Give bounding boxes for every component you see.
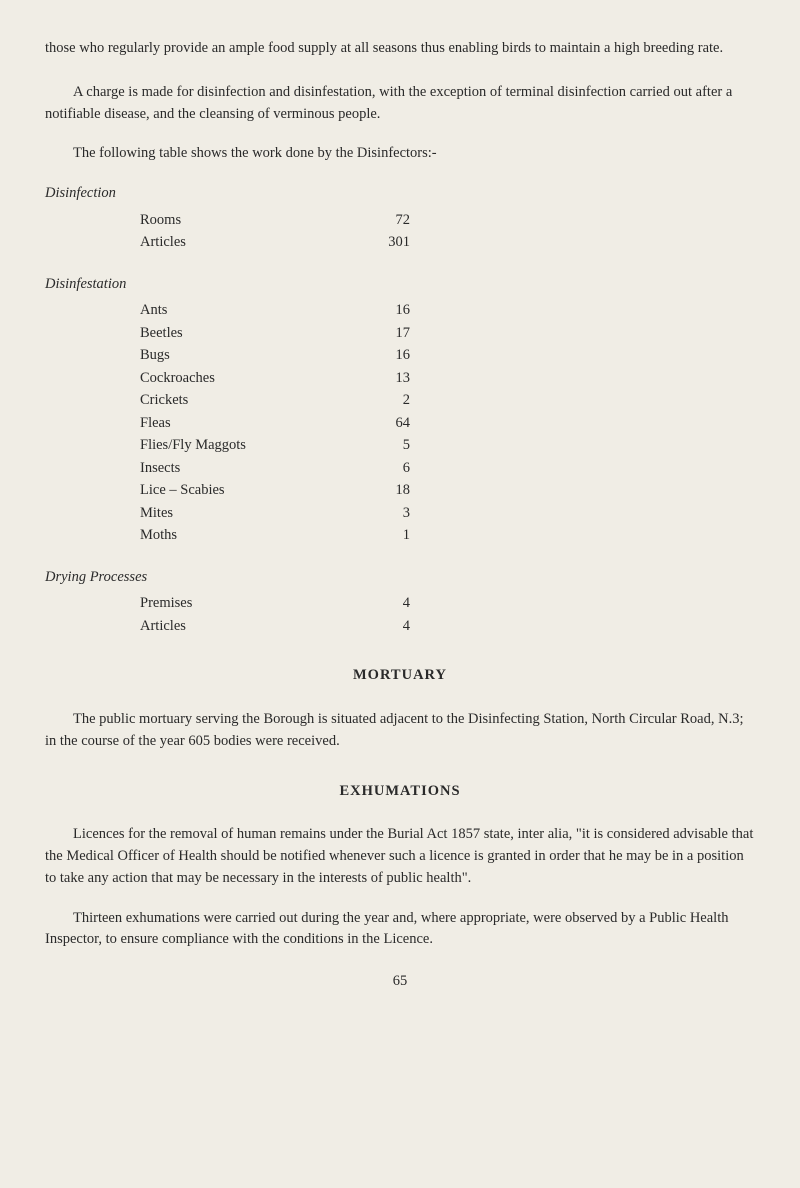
table-row: Articles 301: [45, 231, 755, 253]
row-label: Insects: [45, 457, 350, 479]
row-label: Articles: [45, 231, 350, 253]
row-value: 64: [350, 412, 410, 434]
row-label: Rooms: [45, 209, 350, 231]
table-row: Rooms 72: [45, 209, 755, 231]
table-row: Fleas 64: [45, 412, 755, 434]
row-value: 72: [350, 209, 410, 231]
mortuary-paragraph: The public mortuary serving the Borough …: [45, 709, 755, 753]
exhumations-paragraph-1: Licences for the removal of human remain…: [45, 824, 755, 889]
charge-paragraph: A charge is made for disinfection and di…: [45, 82, 755, 126]
row-label: Premises: [45, 592, 350, 614]
table-row: Lice – Scabies 18: [45, 479, 755, 501]
row-value: 16: [350, 344, 410, 366]
table-row: Mites 3: [45, 502, 755, 524]
document-page: those who regularly provide an ample foo…: [0, 0, 800, 1013]
row-label: Flies/Fly Maggots: [45, 434, 350, 456]
row-value: 301: [350, 231, 410, 253]
exhumations-heading: EXHUMATIONS: [45, 781, 755, 803]
row-value: 16: [350, 299, 410, 321]
table-row: Premises 4: [45, 592, 755, 614]
table-row: Flies/Fly Maggots 5: [45, 434, 755, 456]
table-row: Moths 1: [45, 524, 755, 546]
disinfection-heading: Disinfection: [45, 183, 755, 205]
row-value: 2: [350, 389, 410, 411]
row-label: Cockroaches: [45, 367, 350, 389]
disinfestation-section: Disinfestation Ants 16 Beetles 17 Bugs 1…: [45, 274, 755, 547]
row-value: 18: [350, 479, 410, 501]
table-intro-paragraph: The following table shows the work done …: [45, 143, 755, 165]
disinfestation-heading: Disinfestation: [45, 274, 755, 296]
table-row: Insects 6: [45, 457, 755, 479]
table-row: Articles 4: [45, 615, 755, 637]
row-label: Ants: [45, 299, 350, 321]
row-value: 13: [350, 367, 410, 389]
row-value: 4: [350, 592, 410, 614]
row-label: Bugs: [45, 344, 350, 366]
drying-section: Drying Processes Premises 4 Articles 4: [45, 567, 755, 638]
row-label: Mites: [45, 502, 350, 524]
row-label: Fleas: [45, 412, 350, 434]
row-value: 1: [350, 524, 410, 546]
table-row: Ants 16: [45, 299, 755, 321]
intro-paragraph: those who regularly provide an ample foo…: [45, 38, 755, 60]
exhumations-paragraph-2: Thirteen exhumations were carried out du…: [45, 908, 755, 952]
row-value: 6: [350, 457, 410, 479]
row-value: 5: [350, 434, 410, 456]
row-label: Lice – Scabies: [45, 479, 350, 501]
table-row: Bugs 16: [45, 344, 755, 366]
table-row: Beetles 17: [45, 322, 755, 344]
table-row: Crickets 2: [45, 389, 755, 411]
page-number: 65: [45, 971, 755, 993]
drying-heading: Drying Processes: [45, 567, 755, 589]
row-label: Crickets: [45, 389, 350, 411]
row-value: 4: [350, 615, 410, 637]
row-value: 17: [350, 322, 410, 344]
row-label: Beetles: [45, 322, 350, 344]
disinfection-section: Disinfection Rooms 72 Articles 301: [45, 183, 755, 254]
mortuary-heading: MORTUARY: [45, 665, 755, 687]
row-value: 3: [350, 502, 410, 524]
table-row: Cockroaches 13: [45, 367, 755, 389]
row-label: Moths: [45, 524, 350, 546]
row-label: Articles: [45, 615, 350, 637]
